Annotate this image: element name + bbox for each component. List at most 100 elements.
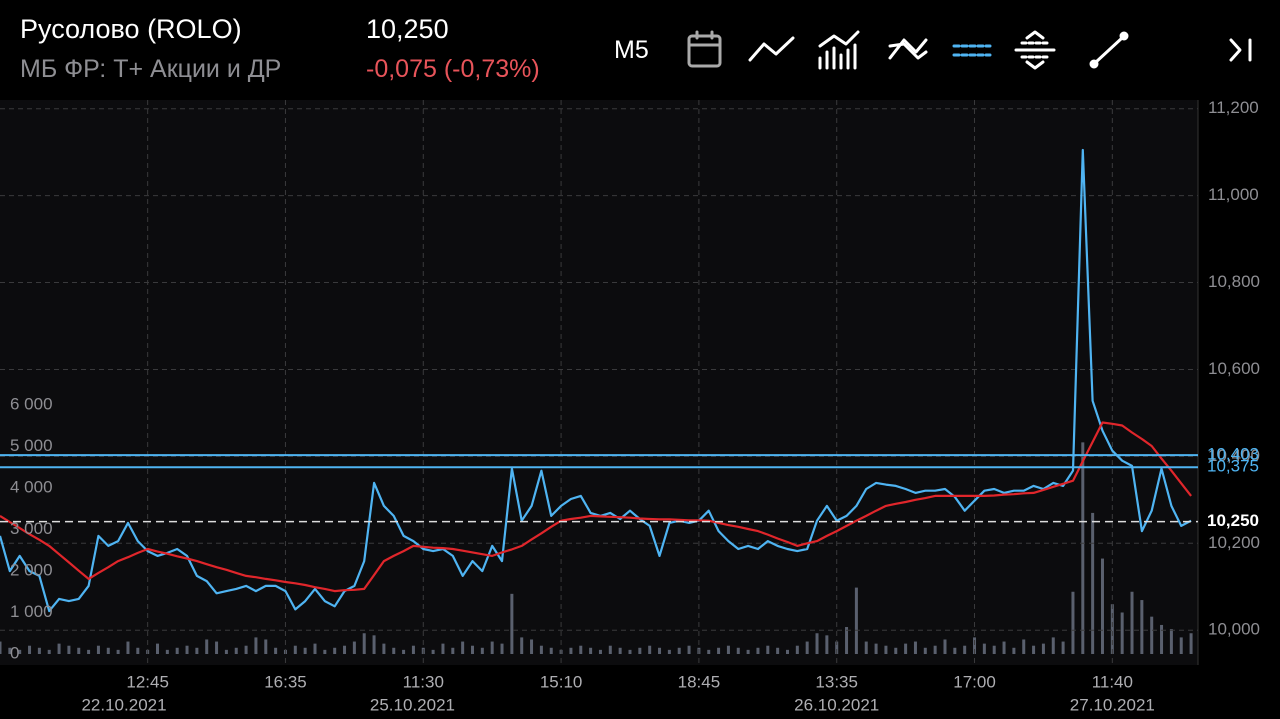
volume-bar bbox=[431, 649, 435, 655]
volume-bar bbox=[677, 647, 681, 655]
volume-bar bbox=[421, 647, 425, 655]
volume-bar bbox=[1022, 639, 1026, 655]
instrument-title: Русолово (ROLO) bbox=[20, 14, 242, 44]
volume-bar bbox=[1061, 641, 1065, 655]
volume-bar bbox=[845, 627, 849, 655]
volume-bar bbox=[402, 649, 406, 655]
volume-bar bbox=[313, 643, 317, 655]
volume-bar bbox=[805, 641, 809, 655]
volume-bar bbox=[963, 645, 967, 655]
volume-bar bbox=[510, 593, 514, 655]
volume-bar bbox=[274, 647, 278, 655]
volume-bar bbox=[352, 641, 356, 655]
volume-bar bbox=[864, 641, 868, 655]
volume-bar bbox=[1100, 558, 1104, 655]
volume-bar bbox=[195, 647, 199, 655]
trendline-icon[interactable] bbox=[1089, 31, 1129, 69]
level-label: 10,403 bbox=[1207, 445, 1259, 464]
volume-bar bbox=[825, 635, 829, 655]
volume-bar bbox=[1002, 641, 1006, 655]
volume-bar bbox=[1091, 512, 1095, 655]
price-tick-label: 10,600 bbox=[1208, 359, 1260, 378]
volume-bar bbox=[1160, 624, 1164, 655]
volume-bar bbox=[372, 635, 376, 655]
line-chart-icon[interactable] bbox=[748, 36, 795, 62]
volume-bar bbox=[1032, 645, 1036, 655]
volume-tick-label: 6 000 bbox=[10, 394, 53, 413]
indicator-icon[interactable] bbox=[888, 38, 928, 60]
volume-bar bbox=[165, 649, 169, 655]
volume-bar bbox=[973, 637, 977, 655]
volume-bar bbox=[697, 647, 701, 655]
volume-bar bbox=[362, 633, 366, 655]
volume-bar bbox=[904, 643, 908, 655]
volume-bar bbox=[854, 587, 858, 655]
volume-bar bbox=[726, 645, 730, 655]
time-tick-label: 13:35 bbox=[815, 672, 858, 691]
timeframe-button[interactable]: M5 bbox=[614, 36, 649, 64]
volume-bar bbox=[490, 641, 494, 655]
volume-bar bbox=[1130, 591, 1134, 655]
time-tick-label: 16:35 bbox=[264, 672, 307, 691]
volume-bar bbox=[215, 641, 219, 655]
volume-bar bbox=[0, 641, 2, 655]
toolbar bbox=[687, 30, 1252, 70]
volume-bar bbox=[589, 647, 593, 655]
volume-tick-label: 1 000 bbox=[10, 602, 53, 621]
volume-bar bbox=[520, 637, 524, 655]
volume-bar bbox=[87, 649, 91, 655]
volume-bar bbox=[736, 647, 740, 655]
volume-bar bbox=[1189, 633, 1193, 655]
volume-bar bbox=[155, 643, 159, 655]
volume-bar bbox=[894, 647, 898, 655]
levels-icon[interactable] bbox=[952, 44, 992, 57]
volume-bar bbox=[1169, 629, 1173, 655]
volume-bar bbox=[126, 641, 130, 655]
volume-bar bbox=[923, 647, 927, 655]
volume-icon[interactable] bbox=[818, 30, 860, 70]
volume-bar bbox=[1150, 616, 1154, 655]
price-tick-label: 10,800 bbox=[1208, 272, 1260, 291]
calendar-icon[interactable] bbox=[687, 30, 722, 68]
volume-bar bbox=[451, 647, 455, 655]
volume-bar bbox=[500, 643, 504, 655]
volume-bar bbox=[392, 647, 396, 655]
price-tick-label: 10,000 bbox=[1208, 620, 1260, 639]
volume-bar bbox=[1012, 647, 1016, 655]
volume-bar bbox=[835, 641, 839, 655]
volume-bar bbox=[658, 647, 662, 655]
volume-bar bbox=[1081, 442, 1085, 655]
volume-tick-label: 4 000 bbox=[10, 477, 53, 496]
volume-bar bbox=[106, 647, 110, 655]
scroll-end-icon[interactable] bbox=[1229, 38, 1252, 62]
volume-bar bbox=[382, 643, 386, 655]
volume-bar bbox=[776, 647, 780, 655]
plot-area bbox=[0, 100, 1198, 665]
volume-bar bbox=[333, 647, 337, 655]
volume-bar bbox=[579, 645, 583, 655]
volume-bar bbox=[943, 639, 947, 655]
volume-tick-label: 5 000 bbox=[10, 436, 53, 455]
volume-tick-label: 2 000 bbox=[10, 560, 53, 579]
volume-bar bbox=[175, 647, 179, 655]
volume-bar bbox=[1140, 600, 1144, 655]
volume-bar bbox=[323, 649, 327, 655]
volume-bar bbox=[1041, 643, 1045, 655]
volume-bar bbox=[28, 645, 32, 655]
range-icon[interactable] bbox=[1014, 30, 1056, 70]
date-label: 26.10.2021 bbox=[794, 695, 879, 714]
price-change: -0,075 (-0,73%) bbox=[366, 55, 540, 83]
volume-bar bbox=[77, 647, 81, 655]
volume-bar bbox=[598, 649, 602, 655]
volume-bar bbox=[559, 649, 563, 655]
volume-bar bbox=[343, 645, 347, 655]
volume-bar bbox=[608, 645, 612, 655]
volume-bar bbox=[874, 643, 878, 655]
volume-bar bbox=[224, 649, 228, 655]
time-tick-label: 15:10 bbox=[540, 672, 583, 691]
volume-bar bbox=[303, 647, 307, 655]
volume-bar bbox=[470, 645, 474, 655]
price-line bbox=[0, 148, 1192, 613]
volume-bar bbox=[1071, 591, 1075, 655]
